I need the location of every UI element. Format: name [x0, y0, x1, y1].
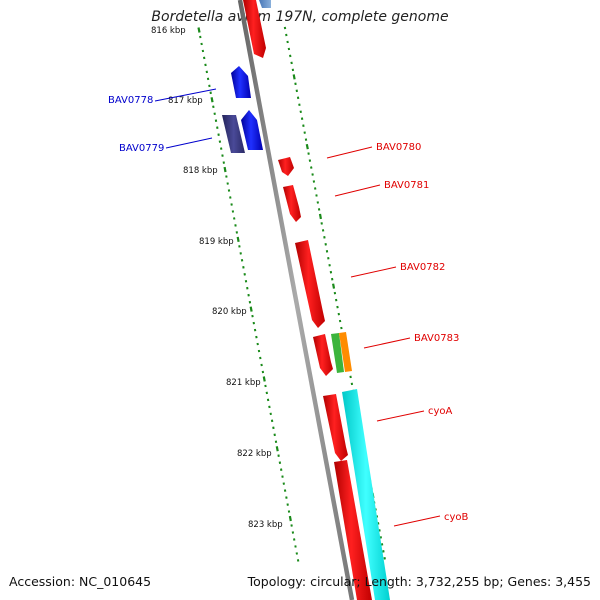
major-tick [292, 74, 296, 80]
scale-label: 823 kbp [248, 520, 283, 530]
genome-backbone [237, 0, 355, 600]
gene-label-cyob[interactable]: cyoB [444, 512, 469, 523]
leader-bav0779 [165, 137, 213, 149]
leader-bav0781 [334, 184, 381, 197]
major-tick [262, 376, 266, 382]
major-tick [305, 143, 309, 150]
major-tick [210, 97, 214, 103]
major-tick [197, 27, 201, 33]
gene-label-cyoa[interactable]: cyoA [428, 406, 453, 417]
major-tick [318, 213, 322, 220]
minor-tick [310, 166, 313, 169]
gene-bav0782 [295, 240, 325, 328]
minor-tick [212, 105, 215, 109]
scale-labels: 816 kbp 817 kbp 818 kbp 819 kbp 820 kbp … [151, 26, 283, 530]
minor-tick [269, 412, 272, 416]
gene-cyob [334, 460, 372, 600]
leader-cyob [393, 515, 441, 527]
gene-forward-top [243, 0, 266, 58]
gene-bav0780 [278, 157, 294, 176]
scale-label: 822 kbp [237, 449, 272, 459]
scale-label: 821 kbp [226, 378, 261, 388]
scale-label: 818 kbp [183, 166, 218, 176]
scale-label: 819 kbp [199, 237, 234, 247]
scale-label: 820 kbp [212, 307, 247, 317]
major-tick [249, 306, 253, 312]
leader-bav0782 [350, 266, 397, 278]
major-tick [275, 446, 279, 452]
minor-tick [289, 54, 292, 58]
scale-label: 817 kbp [168, 96, 203, 106]
gene-label-bav0783[interactable]: BAV0783 [414, 333, 459, 344]
leader-bav0778 [154, 88, 217, 102]
gene-labels: BAV0778 BAV0779 BAV0780 BAV0781 BAV0782 … [108, 95, 469, 523]
gene-label-bav0779[interactable]: BAV0779 [119, 143, 164, 154]
leader-bav0783 [363, 337, 411, 349]
gene-bav0779 [241, 110, 263, 150]
gene-label-bav0780[interactable]: BAV0780 [376, 142, 421, 153]
major-tick [288, 515, 292, 522]
gene-label-bav0782[interactable]: BAV0782 [400, 262, 445, 273]
gene-cyoa [323, 394, 348, 461]
topology-text: Topology: circular; Length: 3,732,255 bp… [247, 574, 591, 589]
cyan-feature [342, 389, 390, 600]
minor-tick [240, 258, 244, 262]
features [222, 0, 390, 600]
gene-bav0781 [283, 185, 301, 222]
gene-bav0783 [313, 334, 333, 376]
gene-bav0779-dark [222, 115, 245, 153]
orange-feature [339, 332, 352, 372]
gene-label-bav0778[interactable]: BAV0778 [108, 95, 153, 106]
leader-bav0780 [326, 146, 373, 159]
map-title: Bordetella avium 197N, complete genome [151, 9, 449, 25]
green-feature [331, 333, 344, 373]
major-tick [223, 166, 227, 173]
minor-tick [299, 110, 302, 114]
major-tick [236, 236, 240, 242]
leader-cyoa [376, 410, 425, 422]
gene-label-bav0781[interactable]: BAV0781 [384, 180, 429, 191]
accession-text: Accession: NC_010645 [9, 574, 152, 589]
gene-bav0778 [231, 66, 251, 98]
major-tick [332, 283, 336, 289]
label-leaders [154, 88, 441, 527]
scale-label: 816 kbp [151, 26, 186, 36]
tick-track-left [197, 27, 300, 562]
steel-feature-top [259, 0, 271, 8]
